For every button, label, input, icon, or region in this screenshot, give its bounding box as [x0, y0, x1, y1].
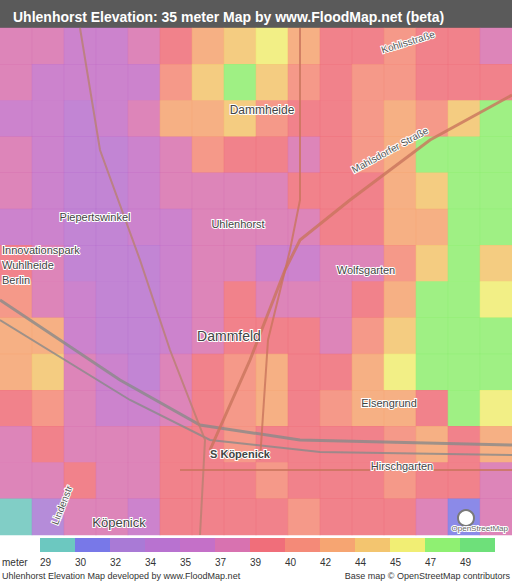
svg-text:Berlin: Berlin: [2, 274, 30, 286]
svg-text:29: 29: [40, 557, 52, 568]
svg-text:44: 44: [355, 557, 367, 568]
svg-text:OpenStreetMap: OpenStreetMap: [452, 524, 509, 533]
svg-text:Wuhlheide: Wuhlheide: [2, 259, 54, 271]
svg-text:32: 32: [110, 557, 122, 568]
svg-text:Innovationspark: Innovationspark: [2, 244, 80, 256]
svg-text:30: 30: [75, 557, 87, 568]
svg-text:39: 39: [250, 557, 262, 568]
svg-text:Elsengrund: Elsengrund: [361, 397, 417, 409]
svg-text:Dammfeld: Dammfeld: [197, 328, 261, 344]
svg-text:S Köpenick: S Köpenick: [210, 448, 271, 460]
svg-text:Piepertswinkel: Piepertswinkel: [60, 211, 131, 223]
svg-text:37: 37: [215, 557, 227, 568]
svg-text:Base map © OpenStreetMap contr: Base map © OpenStreetMap contributors: [345, 571, 511, 581]
svg-text:Uhlenhorst Elevation Map devel: Uhlenhorst Elevation Map developed by ww…: [2, 571, 241, 581]
svg-text:42: 42: [320, 557, 332, 568]
svg-text:meter: meter: [2, 557, 28, 568]
svg-text:40: 40: [285, 557, 297, 568]
svg-text:49: 49: [460, 557, 472, 568]
svg-text:Dammheide: Dammheide: [230, 103, 295, 117]
svg-text:35: 35: [180, 557, 192, 568]
svg-text:Kohlisstraße: Kohlisstraße: [380, 28, 437, 55]
svg-text:Mahlsdorfer Straße: Mahlsdorfer Straße: [350, 124, 431, 175]
svg-text:Köpenick: Köpenick: [92, 515, 146, 530]
svg-text:Hirschgarten: Hirschgarten: [371, 460, 433, 472]
svg-text:34: 34: [145, 557, 157, 568]
svg-text:47: 47: [425, 557, 437, 568]
svg-text:Lindenstr: Lindenstr: [49, 483, 74, 526]
svg-text:45: 45: [390, 557, 402, 568]
svg-text:Wolfsgarten: Wolfsgarten: [337, 264, 396, 276]
svg-text:Uhlenhorst Elevation: 35 meter: Uhlenhorst Elevation: 35 meter Map by ww…: [13, 9, 444, 25]
svg-text:Uhlenhorst: Uhlenhorst: [211, 218, 264, 230]
